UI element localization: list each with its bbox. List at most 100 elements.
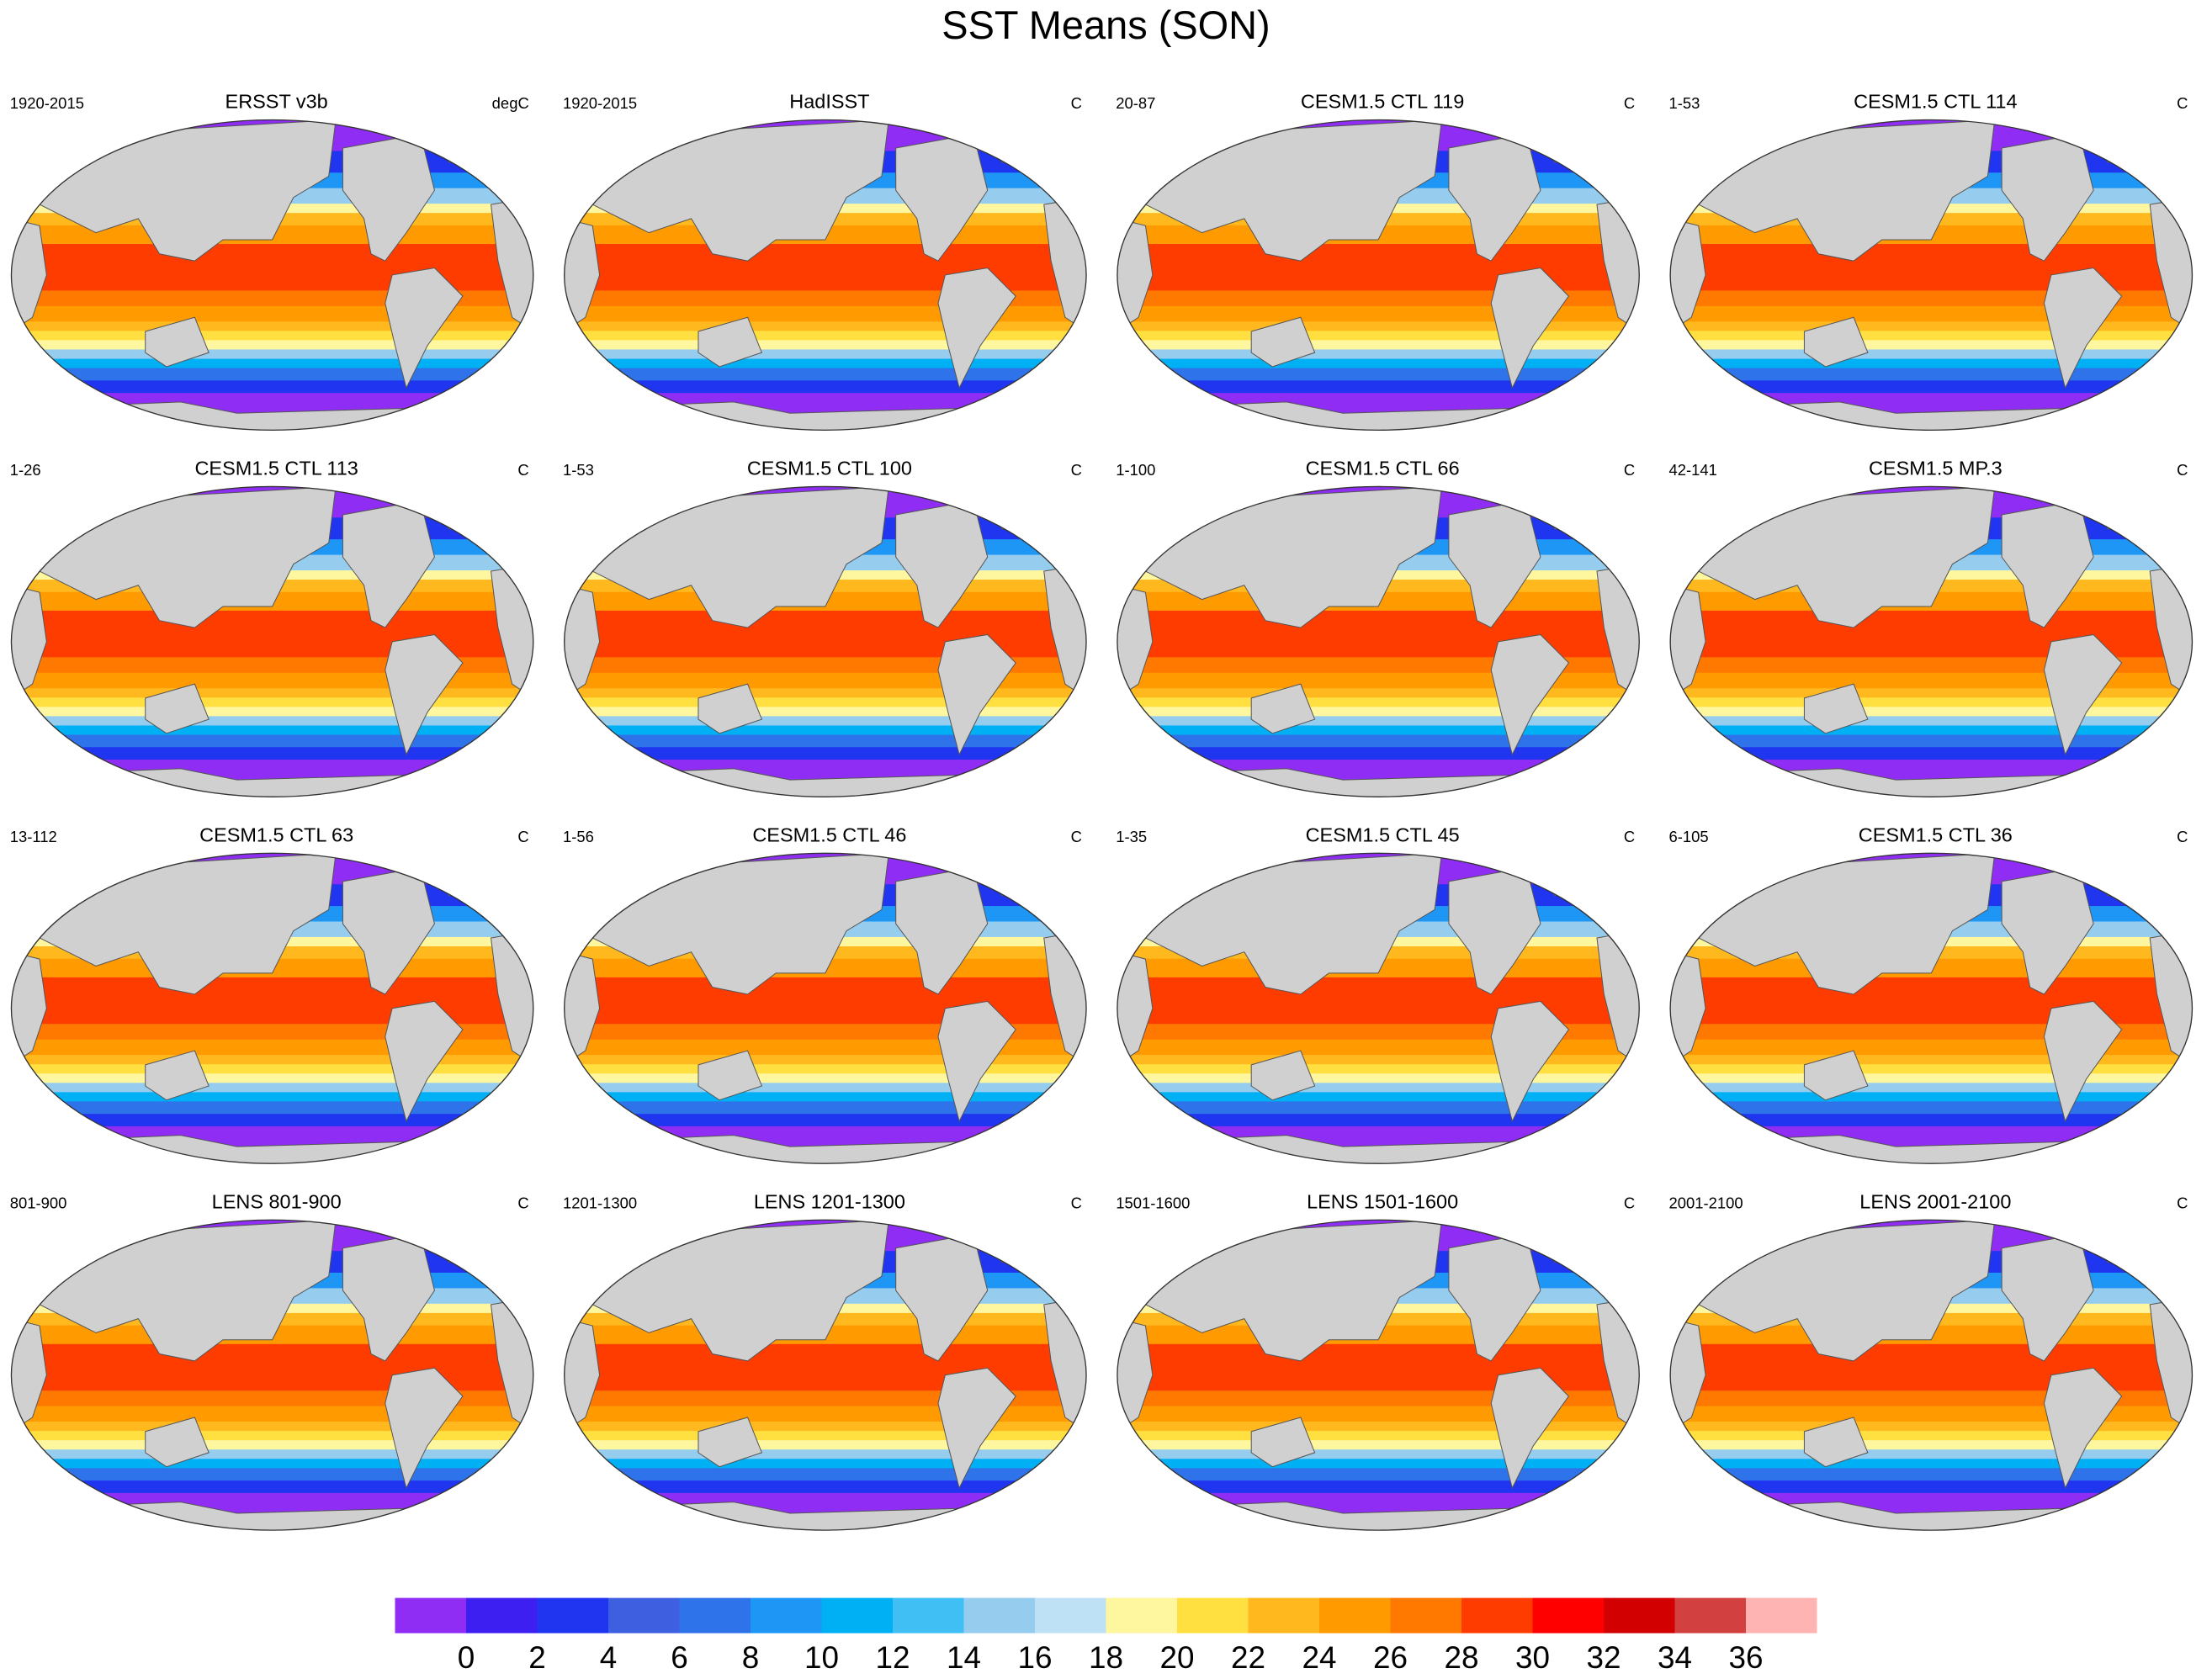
colorbar-box xyxy=(1319,1597,1391,1634)
panel-title: HadISST xyxy=(789,91,869,113)
panel-left-label: 6-105 xyxy=(1668,828,1708,845)
map xyxy=(11,853,533,1164)
map-panel: CESM1.5 CTL 66 1-100 C xyxy=(1116,458,1639,798)
colorbar-box xyxy=(1532,1597,1605,1634)
panel-left-label: 1-35 xyxy=(1116,828,1147,845)
map xyxy=(1117,120,1639,432)
map xyxy=(565,486,1086,797)
map xyxy=(565,1220,1086,1531)
colorbar-box xyxy=(750,1597,822,1634)
panel-right-label: C xyxy=(2177,94,2188,112)
colorbar-label: 24 xyxy=(1302,1640,1336,1675)
colorbar-box xyxy=(1390,1597,1462,1634)
panel-right-label: C xyxy=(517,1194,528,1212)
colorbar-box xyxy=(892,1597,964,1634)
figure-title: SST Means (SON) xyxy=(942,3,1270,47)
map-panel: HadISST 1920-2015 C xyxy=(563,91,1086,432)
panel-title: LENS 1201-1300 xyxy=(754,1190,905,1212)
colorbar-label: 0 xyxy=(458,1640,475,1675)
panel-left-label: 1-53 xyxy=(563,461,594,479)
colorbar-label: 20 xyxy=(1159,1640,1194,1675)
colorbar-box xyxy=(607,1597,680,1634)
map-panel: CESM1.5 CTL 113 1-26 C xyxy=(10,458,533,798)
panel-left-label: 13-112 xyxy=(10,828,57,845)
panel-right-label: C xyxy=(1624,1194,1635,1212)
panel-right-label: C xyxy=(1071,1194,1082,1212)
colorbar-label: 6 xyxy=(671,1640,688,1675)
panel-left-label: 1-56 xyxy=(563,828,594,845)
colorbar-box xyxy=(1674,1597,1747,1634)
colorbar-box xyxy=(537,1597,608,1634)
panel-left-label: 1-26 xyxy=(10,461,41,479)
colorbar-box xyxy=(1034,1597,1106,1634)
panel-title: CESM1.5 CTL 66 xyxy=(1306,458,1460,479)
map-panel: CESM1.5 CTL 36 6-105 C xyxy=(1668,824,2192,1164)
colorbar-box xyxy=(821,1597,893,1634)
colorbar-box xyxy=(1604,1597,1675,1634)
map-panel: LENS 801-900 801-900 C xyxy=(10,1190,533,1531)
colorbar-box xyxy=(963,1597,1035,1634)
map xyxy=(11,486,533,797)
panel-left-label: 801-900 xyxy=(10,1194,67,1212)
colorbar-box xyxy=(679,1597,751,1634)
colorbar-box xyxy=(395,1597,466,1634)
colorbar-label: 18 xyxy=(1089,1640,1123,1675)
panel-right-label: C xyxy=(517,461,528,479)
colorbar-label: 30 xyxy=(1515,1640,1550,1675)
panel-title: CESM1.5 CTL 100 xyxy=(747,458,912,479)
colorbar-box xyxy=(1461,1597,1533,1634)
colorbar-label: 8 xyxy=(742,1640,760,1675)
map xyxy=(11,1220,533,1531)
map-panel: CESM1.5 CTL 46 1-56 C xyxy=(563,824,1086,1164)
panel-right-label: C xyxy=(2177,828,2188,845)
panel-left-label: 20-87 xyxy=(1116,94,1155,112)
panel-left-label: 1920-2015 xyxy=(563,94,637,112)
map xyxy=(1117,853,1639,1164)
map xyxy=(1117,486,1639,797)
map xyxy=(565,120,1086,432)
panel-left-label: 1-100 xyxy=(1116,461,1155,479)
panel-title: LENS 2001-2100 xyxy=(1859,1190,2011,1212)
map-panel: ERSST v3b 1920-2015 degC xyxy=(10,91,533,432)
colorbar-label: 2 xyxy=(528,1640,546,1675)
map-panel: CESM1.5 MP.3 42-141 C xyxy=(1668,458,2192,798)
panel-left-label: 1501-1600 xyxy=(1116,1194,1190,1212)
panel-title: CESM1.5 CTL 36 xyxy=(1859,824,2013,845)
map xyxy=(565,853,1086,1164)
colorbar-label: 14 xyxy=(947,1640,981,1675)
map-panel: CESM1.5 CTL 114 1-53 C xyxy=(1668,91,2192,432)
colorbar-label: 4 xyxy=(600,1640,618,1675)
panel-right-label: C xyxy=(1624,461,1635,479)
panel-left-label: 1201-1300 xyxy=(563,1194,637,1212)
panel-right-label: C xyxy=(1624,828,1635,845)
panel-title: CESM1.5 CTL 114 xyxy=(1854,91,2017,113)
colorbar-label: 16 xyxy=(1017,1640,1052,1675)
colorbar-box xyxy=(1106,1597,1178,1634)
panel-title: CESM1.5 CTL 119 xyxy=(1301,91,1464,113)
colorbar-box xyxy=(1746,1597,1817,1634)
panel-right-label: C xyxy=(517,828,528,845)
map-panel: LENS 2001-2100 2001-2100 C xyxy=(1668,1190,2192,1531)
colorbar-label: 34 xyxy=(1658,1640,1692,1675)
map-panel: LENS 1201-1300 1201-1300 C xyxy=(563,1190,1086,1531)
map xyxy=(1670,853,2192,1164)
panel-right-label: C xyxy=(2177,461,2188,479)
panel-title: CESM1.5 CTL 63 xyxy=(199,824,353,845)
colorbar-label: 32 xyxy=(1586,1640,1621,1675)
colorbar-label: 12 xyxy=(875,1640,910,1675)
panel-right-label: C xyxy=(1071,461,1082,479)
colorbar-box xyxy=(1177,1597,1249,1634)
panel-left-label: 42-141 xyxy=(1668,461,1716,479)
map-panel: CESM1.5 CTL 100 1-53 C xyxy=(563,458,1086,798)
colorbar-box xyxy=(465,1597,538,1634)
map xyxy=(11,120,533,432)
map xyxy=(1670,120,2192,432)
panel-left-label: 2001-2100 xyxy=(1668,1194,1743,1212)
panel-title: CESM1.5 MP.3 xyxy=(1869,458,2002,479)
panel-title: LENS 1501-1600 xyxy=(1307,1190,1458,1212)
panel-title: ERSST v3b xyxy=(225,91,328,113)
map xyxy=(1670,486,2192,797)
